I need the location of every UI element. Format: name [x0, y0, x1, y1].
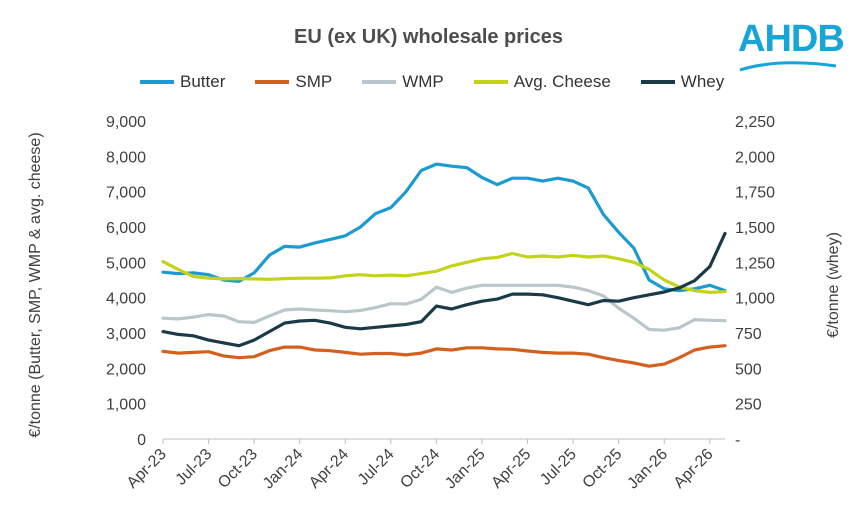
y2-tick-label: 1,750: [735, 185, 775, 202]
legend-label: Avg. Cheese: [513, 72, 611, 91]
x-tick-label: Oct-24: [397, 446, 443, 492]
y2-tick-label: 500: [735, 361, 762, 378]
series-line-smp: [161, 344, 727, 368]
x-tick-label: Apr-25: [488, 446, 534, 492]
y-tick-label: 0: [137, 432, 146, 449]
y2-axis-title: €/tonne (whey): [825, 232, 842, 338]
x-tick-label: Oct-23: [215, 446, 261, 492]
chart-legend: Butter SMP WMP Avg. Cheese Whey: [140, 72, 754, 92]
y2-tick-label: 1,000: [735, 291, 775, 308]
legend-label: Butter: [180, 72, 226, 91]
y-tick-label: 1,000: [106, 397, 146, 414]
x-tick-label: Jan-24: [260, 446, 307, 493]
legend-swatch: [140, 80, 174, 84]
x-tick-label: Oct-25: [580, 446, 626, 492]
y2-tick-label: 1,500: [735, 220, 775, 237]
legend-swatch: [362, 80, 397, 84]
y-axis-title: €/tonne (Butter, SMP, WMP & avg. cheese): [27, 132, 44, 437]
series-line-whey: [161, 231, 727, 348]
chart-title: EU (ex UK) wholesale prices: [294, 26, 563, 48]
legend-swatch: [255, 80, 290, 84]
y2-tick-label: 2,250: [735, 114, 775, 131]
series-line-avg-cheese: [161, 251, 727, 294]
y2-tick-label: 1,250: [735, 255, 775, 272]
x-tick-label: Jan-25: [442, 446, 489, 493]
legend-swatch: [473, 80, 508, 84]
y-tick-label: 6,000: [106, 220, 146, 237]
x-tick-label: Apr-23: [124, 446, 170, 492]
y-tick-label: 8,000: [106, 149, 146, 166]
ahdb-logo: AHDB: [738, 18, 845, 60]
series-line-wmp: [161, 283, 727, 332]
legend-item-butter: Butter: [140, 72, 225, 92]
y2-tick-label: 750: [735, 326, 762, 343]
logo-swoosh-icon: [739, 61, 837, 72]
y2-tick-label: -: [735, 432, 740, 449]
y-tick-label: 7,000: [106, 185, 146, 202]
y-tick-label: 5,000: [106, 255, 146, 272]
series-line-butter: [161, 162, 727, 293]
y-tick-label: 2,000: [106, 361, 146, 378]
legend-item-whey: Whey: [640, 72, 725, 92]
x-tick-label: Jul-23: [173, 446, 216, 489]
x-tick-label: Jul-24: [355, 446, 398, 489]
legend-item-cheese: Avg. Cheese: [473, 72, 611, 92]
legend-label: WMP: [402, 72, 444, 91]
legend-item-smp: SMP: [255, 72, 332, 92]
x-tick-label: Jan-26: [624, 446, 671, 493]
y-tick-label: 9,000: [106, 114, 146, 131]
legend-label: Whey: [680, 72, 725, 91]
y-tick-label: 4,000: [106, 291, 146, 308]
legend-item-wmp: WMP: [362, 72, 444, 92]
legend-label: SMP: [295, 72, 333, 91]
x-tick-label: Apr-26: [671, 446, 717, 492]
y-tick-label: 3,000: [106, 326, 146, 343]
y2-tick-label: 250: [735, 397, 762, 414]
y2-tick-label: 2,000: [735, 149, 775, 166]
legend-swatch: [640, 80, 675, 84]
x-tick-label: Jul-25: [537, 446, 580, 489]
x-tick-label: Apr-24: [306, 446, 352, 492]
